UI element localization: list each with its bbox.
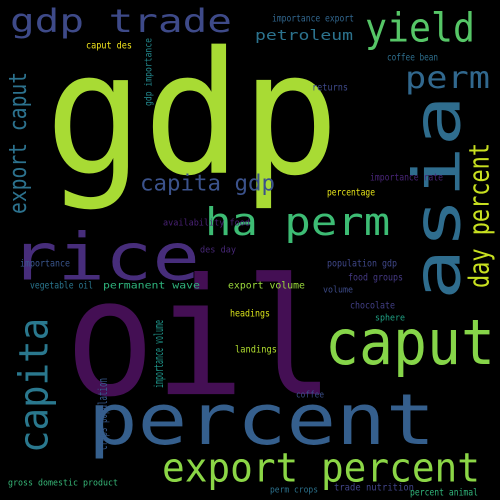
word-ha-perm: ha perm [205, 199, 391, 245]
word-caput-des: caput des [86, 39, 132, 51]
word-gdp-trade: gdp trade [10, 2, 232, 40]
word-capita: capita [10, 317, 58, 453]
word-asia: asia [399, 95, 476, 300]
word-yield: yield [365, 4, 476, 52]
word-export-percent: export percent [162, 444, 480, 492]
word-capita-gdp: capita gdp [140, 170, 276, 196]
word-perm-crops: perm crops [270, 484, 319, 495]
word-export-volume: export volume [228, 279, 305, 291]
word-percent-animal: percent animal [410, 486, 478, 498]
word-volume: volume [323, 284, 354, 295]
word-petroleum: petroleum [255, 26, 353, 44]
word-importance-volume: importance volume [151, 320, 166, 388]
word-food-groups: food groups [348, 271, 404, 283]
word-trade-nutrition: trade nutrition [334, 481, 415, 493]
word-landings: landings [235, 343, 277, 355]
word-gross-domestic-product: gross domestic product [8, 477, 118, 488]
word-vegetable-oil: vegetable oil [30, 279, 93, 291]
word-crops-population: crops population [95, 377, 110, 450]
word-availability-food: availability food [163, 217, 250, 228]
word-day-percent: day percent [462, 142, 496, 288]
word-chocolate: chocolate [350, 299, 395, 311]
word-rice: rice [10, 219, 200, 296]
word-percent: percent [88, 378, 436, 461]
word-permanent-wave: permanent wave [103, 279, 200, 291]
word-des-day: des day [200, 244, 237, 255]
word-caput: caput [325, 306, 496, 379]
word-coffee: coffee [296, 389, 325, 400]
word-population-gdp: population gdp [327, 257, 397, 269]
word-oil: oil [65, 243, 335, 433]
word-gdp: gdp [45, 14, 340, 214]
word-percentage: percentage [327, 186, 376, 198]
word-headings: headings [230, 307, 270, 319]
word-sphere: sphere [375, 312, 406, 323]
word-perm: perm [405, 60, 490, 96]
word-coffee-bean: coffee bean [387, 51, 439, 63]
word-returns: returns [312, 81, 349, 93]
word-export-caput: export caput [3, 71, 32, 215]
word-importance-rate: importance rate [370, 171, 444, 183]
word-importance: importance [20, 257, 71, 269]
word-gdp-importance: gdp importance [142, 38, 154, 106]
word-importance-export: importance export [272, 12, 354, 24]
